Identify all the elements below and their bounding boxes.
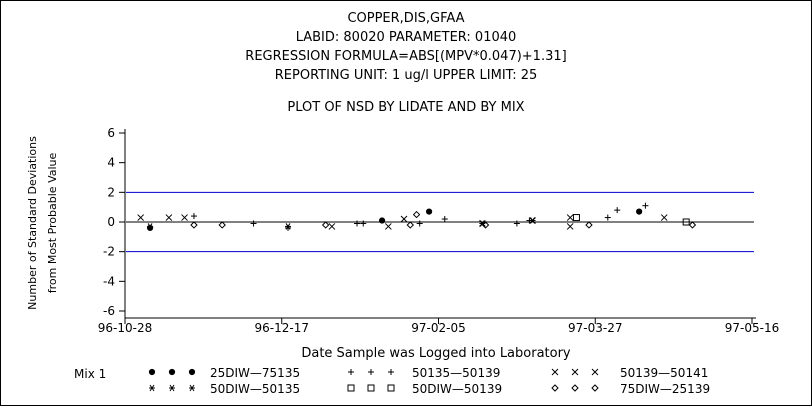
legend-marker-asterisk (149, 384, 155, 392)
data-point-diamond (406, 221, 414, 229)
x-axis-label: Date Sample was Logged into Laboratory (301, 346, 571, 361)
data-point-plus (642, 202, 649, 209)
data-point-x (660, 214, 668, 221)
legend-marker-plus (388, 369, 394, 375)
data-point-diamond (585, 221, 593, 229)
data-point-plus (614, 207, 621, 214)
legend-marker-plus (368, 369, 374, 375)
data-point-diamond (481, 221, 490, 229)
x-tick-label: 96-12-17 (255, 321, 309, 335)
data-point-square (682, 218, 690, 226)
y-tick-label: -2 (103, 245, 115, 259)
legend-marker-diamond (591, 384, 599, 392)
data-point-plus (416, 220, 423, 227)
data-point-diamond (321, 221, 330, 229)
legend-marker-dot (168, 368, 176, 376)
y-axis-label-line-1: Number of Standard Deviations (26, 136, 39, 310)
x-tick-label: 97-05-16 (725, 321, 779, 335)
legend-label: 75DIW—25139 (620, 382, 710, 396)
y-tick-label: 4 (107, 156, 115, 170)
chart-title: PLOT OF NSD BY LIDATE AND BY MIX (287, 100, 524, 115)
data-point-dot (425, 208, 433, 215)
y-tick-label: 2 (107, 185, 115, 199)
data-point-plus (250, 220, 257, 227)
legend-marker-dot (188, 368, 196, 376)
data-point-x (566, 223, 574, 230)
data-point-diamond (190, 221, 198, 229)
data-point-x (181, 214, 188, 221)
x-tick-label: 96-10-28 (98, 321, 152, 335)
legend-label: 50DIW—50139 (412, 382, 502, 396)
y-tick-label: 0 (107, 215, 115, 229)
legend-title: Mix 1 (74, 367, 106, 381)
data-point-plus (513, 220, 520, 227)
data-point-plus (353, 220, 360, 227)
x-tick-label: 97-02-05 (411, 321, 465, 335)
legend-marker-square (367, 384, 375, 392)
data-point-x (328, 223, 336, 230)
header-line-1: COPPER,DIS,GFAA (347, 11, 464, 26)
legend-marker-asterisk (169, 384, 175, 392)
data-point-x (384, 223, 392, 230)
data-point-asterisk (529, 217, 536, 224)
header-line-2: LABID: 80020 PARAMETER: 01040 (296, 30, 517, 45)
legend-marker-square (387, 384, 395, 392)
plot-area: -6 -4 -2 0 2 4 6 96-10-28 96-12-17 97-02-05 97-03-… (98, 126, 779, 335)
data-point-asterisk (147, 223, 154, 230)
data-point-plus (604, 214, 611, 221)
header-line-3: REGRESSION FORMULA=ABS[(MPV*0.047)+1.31] (245, 49, 566, 64)
legend-marker-asterisk (189, 384, 195, 392)
data-point-plus (441, 216, 448, 223)
header-line-4: REPORTING UNIT: 1 ug/l UPPER LIMIT: 25 (275, 68, 538, 83)
data-point-plus (190, 213, 197, 220)
y-tick-label: -6 (103, 304, 115, 318)
legend-marker-diamond (551, 384, 559, 392)
data-point-diamond (412, 210, 421, 219)
legend-label: 50139—50141 (620, 366, 708, 380)
data-point-dot (378, 217, 386, 224)
data-point-x (137, 214, 145, 221)
legend-marker-x (591, 368, 599, 376)
legend-label: 50DIW—50135 (210, 382, 300, 396)
legend: Mix 1 25DIW—75135 50135—50139 50139—50141 5… (74, 366, 710, 396)
data-point-asterisk (285, 223, 292, 230)
data-point-square (572, 214, 580, 222)
data-point-diamond (688, 221, 697, 229)
x-tick-label: 97-03-27 (568, 321, 622, 335)
legend-label: 50135—50139 (412, 366, 500, 380)
legend-marker-x (551, 368, 559, 376)
data-point-x (165, 214, 173, 221)
legend-marker-x (571, 368, 579, 376)
data-point-plus (360, 220, 367, 227)
data-point-dot (636, 208, 643, 215)
legend-label: 25DIW—75135 (210, 366, 300, 380)
legend-marker-square (347, 384, 355, 392)
y-tick-label: 6 (107, 126, 115, 140)
y-tick-label: -4 (103, 274, 115, 288)
data-point-diamond (218, 221, 226, 229)
y-axis-label-line-2: from Most Probable Value (46, 153, 59, 294)
data-point-x (400, 215, 408, 223)
data-point-x (566, 214, 574, 221)
legend-marker-diamond (571, 384, 579, 392)
legend-marker-plus (348, 369, 354, 375)
legend-marker-dot (148, 368, 156, 376)
